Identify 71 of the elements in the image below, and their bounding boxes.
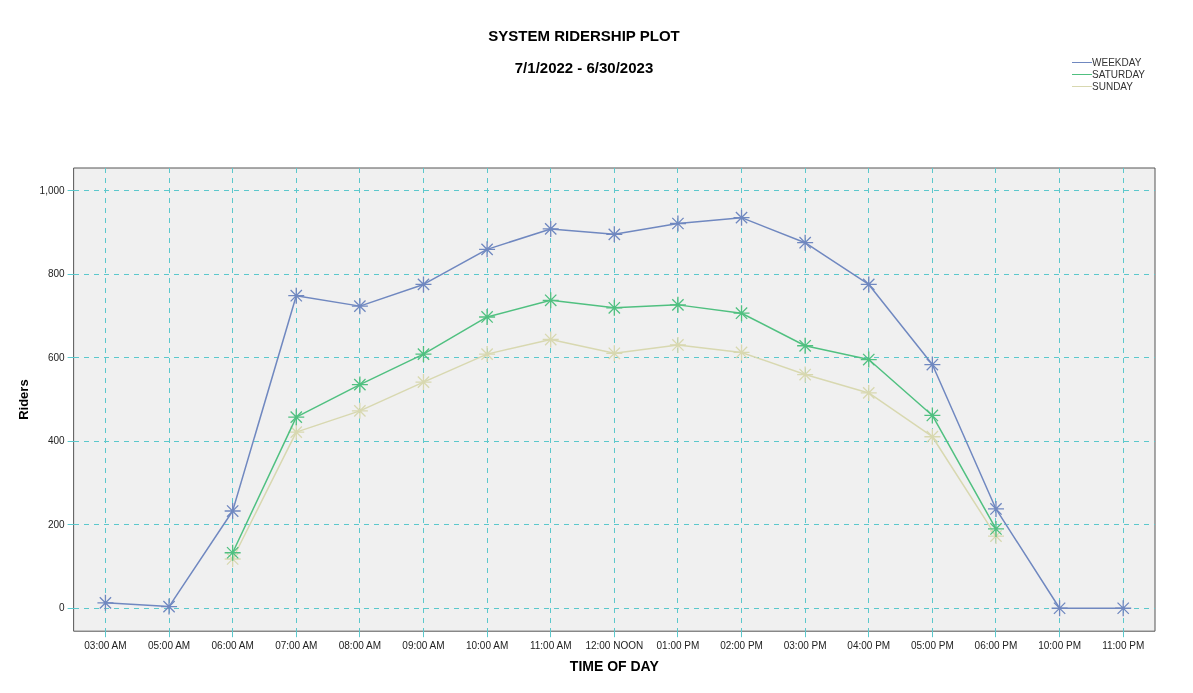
legend-label: SATURDAY — [1092, 68, 1145, 80]
x-tick-label: 10:00 AM — [465, 639, 509, 651]
x-tick-label: 09:00 AM — [402, 639, 445, 651]
point — [732, 343, 751, 362]
point — [987, 500, 1005, 518]
point — [414, 373, 433, 391]
x-tick-label: 01:00 PM — [656, 639, 700, 651]
y-tick-label: 1,000 — [39, 184, 66, 196]
point — [287, 287, 305, 305]
point — [160, 597, 178, 616]
y-tick-label: 200 — [47, 518, 66, 530]
point — [669, 296, 687, 314]
chart-subtitle: 7/1/2022 - 6/30/2023 — [514, 59, 654, 77]
x-tick-label: 03:00 AM — [84, 639, 127, 651]
x-tick-label: 07:00 AM — [275, 639, 318, 651]
x-tick-label: 06:00 AM — [211, 639, 254, 651]
point — [542, 330, 560, 349]
point — [478, 240, 496, 259]
point — [96, 594, 115, 612]
point — [860, 384, 878, 402]
point — [923, 428, 942, 446]
point — [796, 337, 814, 355]
x-tick-label: 05:00 AM — [147, 639, 191, 651]
point — [351, 375, 369, 394]
point — [414, 345, 433, 363]
point — [987, 520, 1005, 538]
x-tick-label: 10:00 PM — [1038, 639, 1081, 651]
point — [1114, 599, 1132, 617]
point — [732, 304, 751, 322]
x-tick-label: 11:00 PM — [1102, 639, 1145, 651]
point — [224, 502, 242, 520]
point — [860, 350, 878, 369]
point — [224, 544, 242, 562]
point — [732, 209, 751, 227]
point — [414, 275, 433, 294]
point — [923, 355, 942, 374]
x-tick-label: 02:00 PM — [720, 639, 763, 651]
x-axis-title: TIME OF DAY — [569, 658, 660, 675]
point — [605, 225, 623, 243]
y-tick-label: 400 — [47, 435, 66, 447]
x-tick-label: 05:00 PM — [910, 639, 954, 651]
x-tick-label: 03:00 PM — [783, 639, 827, 651]
point — [351, 297, 369, 315]
chart-title: SYSTEM RIDERSHIP PLOT — [488, 27, 680, 45]
legend-label: WEEKDAY — [1092, 56, 1142, 68]
point — [1050, 599, 1069, 617]
point — [542, 291, 560, 309]
y-tick-label: 0 — [59, 602, 66, 613]
legend-label: SUNDAY — [1092, 80, 1133, 92]
x-tick-label: 06:00 PM — [974, 639, 1018, 651]
x-tick-label: 11:00 AM — [529, 639, 572, 651]
x-tick-label: 04:00 PM — [847, 639, 891, 651]
point — [287, 423, 305, 441]
x-tick-label: 12:00 NOON — [585, 639, 644, 651]
point — [860, 275, 878, 294]
point — [287, 408, 305, 426]
point — [796, 234, 814, 252]
point — [796, 365, 814, 384]
point — [351, 402, 369, 420]
point — [605, 344, 623, 362]
point — [478, 345, 496, 363]
point — [923, 406, 942, 425]
x-tick-label: 08:00 AM — [338, 639, 381, 651]
y-tick-label: 600 — [47, 351, 66, 363]
point — [669, 336, 687, 354]
y-axis-title: Riders — [16, 379, 32, 420]
point — [478, 308, 496, 326]
point — [669, 214, 687, 233]
y-tick-label: 800 — [47, 268, 66, 280]
point — [605, 299, 623, 317]
point — [542, 220, 560, 238]
